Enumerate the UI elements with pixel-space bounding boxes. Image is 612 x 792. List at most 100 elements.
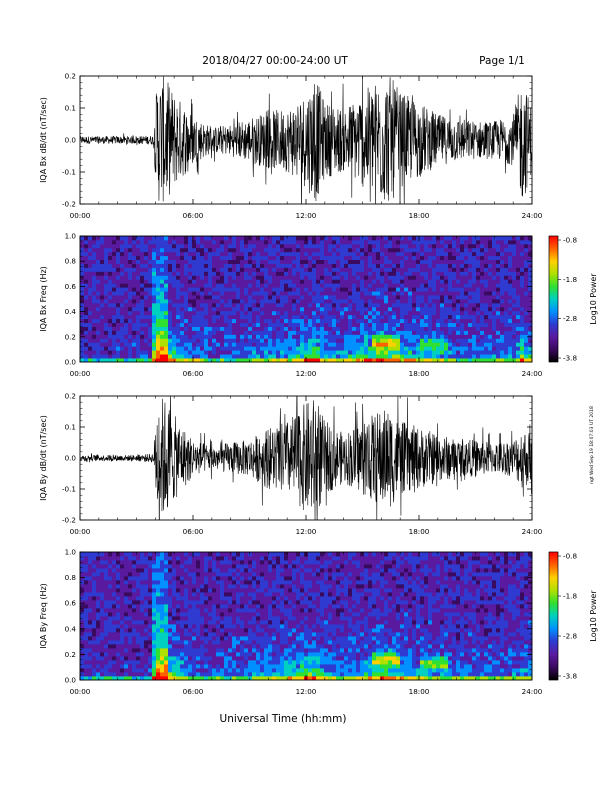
spectrogram-cell [316,342,321,347]
spectrogram-cell [372,295,377,300]
spectrogram-cell [348,346,353,351]
spectrogram-cell [172,636,177,641]
spectrogram-cell [160,299,165,304]
spectrogram-cell [160,255,165,261]
spectrogram-cell [496,334,501,339]
spectrogram-cell [488,299,493,304]
spectrogram-cell [448,243,453,249]
spectrogram-cell [288,236,293,241]
spectrogram-cell [184,676,189,681]
spectrogram-cell [240,314,245,320]
spectrogram-cell [432,267,437,272]
spectrogram-cell [348,267,353,272]
spectrogram-cell [524,267,529,272]
spectrogram-cell [264,279,269,284]
spectrogram-cell [196,676,201,681]
spectrogram-cell [396,291,401,296]
spectrogram-cell [324,346,329,351]
spectrogram-cell [116,287,121,292]
spectrogram-cell [124,616,129,621]
spectrogram-cell [88,255,93,261]
spectrogram-cell [156,608,161,613]
spectrogram-cell [344,306,349,312]
spectrogram-cell [240,342,245,347]
spectrogram-cell [396,279,401,284]
spectrogram-cell [140,302,145,308]
spectrogram-cell [236,291,241,296]
spectrogram-cell [412,236,417,241]
spectrogram-cell [80,338,85,343]
spectrogram-cell [324,322,329,327]
spectrogram-cell [468,354,473,359]
spectrogram-cell [396,330,401,335]
spectrogram-cell [160,247,165,253]
spectrogram-cell [480,330,485,335]
spectrogram-cell [116,267,121,272]
spectrogram-cell [416,354,421,359]
spectrogram-cell [148,255,153,261]
spectrogram-cell [304,255,309,261]
spectrogram-cell [468,291,473,296]
spectrogram-cell [160,576,165,581]
spectrogram-cell [484,255,489,261]
spectrogram-cell [172,318,177,324]
spectrogram-cell [212,354,217,359]
spectrogram-cell [144,600,149,605]
spectrogram-cell [104,263,109,268]
spectrogram-cell [396,247,401,253]
spectrogram-cell [328,350,333,355]
spectrogram-cell [412,334,417,339]
spectrogram-cell [216,259,221,264]
spectrogram-cell [144,656,149,661]
spectrogram-cell [224,326,229,331]
spectrogram-cell [308,236,313,241]
spectrogram-cell [192,338,197,343]
spectrogram-cell [444,302,449,308]
spectrogram-cell [400,318,405,324]
spectrogram-cell [188,342,193,347]
spectrogram-cell [272,318,277,324]
spectrogram-cell [220,338,225,343]
spectrogram-cell [400,287,405,292]
spectrogram-cell [256,263,261,268]
spectrogram-cell [196,263,201,268]
spectrogram-cell [168,556,173,561]
spectrogram-cell [404,243,409,249]
spectrogram-cell [360,287,365,292]
spectrogram-cell [196,342,201,347]
spectrogram-cell [340,346,345,351]
spectrogram-cell [236,342,241,347]
spectrogram-cell [92,608,97,613]
spectrogram-cell [340,295,345,300]
spectrogram-cell [280,299,285,304]
spectrogram-cell [160,354,165,359]
spectrogram-cell [160,664,165,669]
spectrogram-cell [168,676,173,681]
spectrogram-cell [260,283,265,288]
spectrogram-cell [136,636,141,641]
spectrogram-cell [356,322,361,327]
spectrogram-cell [188,644,193,649]
spectrogram-cell [116,604,121,609]
spectrogram-cell [180,236,185,241]
spectrogram-cell [208,267,213,272]
spectrogram-cell [144,580,149,585]
spectrogram-cell [92,592,97,597]
spectrogram-cell [364,322,369,327]
spectrogram-cell [516,322,521,327]
spectrogram-cell [284,350,289,355]
spectrogram-cell [180,612,185,617]
spectrogram-cell [488,275,493,280]
spectrogram-cell [500,302,505,308]
spectrogram-cell [220,295,225,300]
spectrogram-cell [168,263,173,268]
spectrogram-cell [120,628,125,633]
spectrogram-cell [304,342,309,347]
spectrogram-cell [140,604,145,609]
spectrogram-cell [452,330,457,335]
spectrogram-cell [92,664,97,669]
spectrogram-cell [128,620,133,625]
spectrogram-cell [260,326,265,331]
spectrogram-cell [224,295,229,300]
spectrogram-cell [204,350,209,355]
